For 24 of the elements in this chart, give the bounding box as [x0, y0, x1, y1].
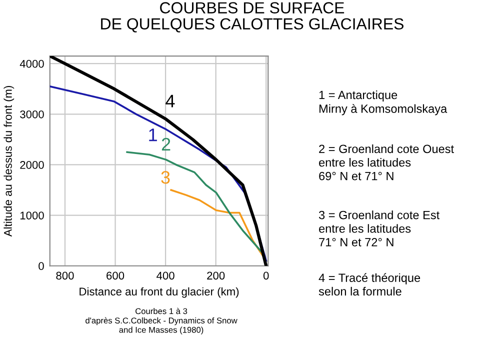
series-label: 3	[161, 170, 170, 184]
x-tick-label: 600	[106, 272, 124, 280]
text: 4 = Tracé théorique selon la formule	[318, 273, 420, 296]
y-axis-title: Altitude au dessus du front (m)	[4, 86, 14, 237]
text: 3 = Groenland cote Est entre les latitudes 71° N et 72° N	[318, 210, 440, 246]
y-tick-label: 2000	[20, 161, 44, 169]
series-label: 1	[149, 128, 157, 142]
y-tick-label: 4000	[20, 60, 44, 68]
chart-title: COURBES DE SURFACE DE QUELQUES CALOTTES GLACIAIRES	[101, 2, 404, 32]
series-label: 2	[162, 138, 170, 150]
x-axis-title: Distance au front du glacier (km)	[80, 287, 239, 298]
y-tick-label: 0	[38, 262, 44, 270]
text: 1 = Antarctique Mirny à Komsomolskaya	[319, 90, 448, 116]
line-series	[126, 151, 268, 262]
x-tick-label: 200	[207, 272, 225, 280]
text: 2 = Groenland cote Ouest entre les latitudes 69° N et 71° N	[319, 144, 454, 180]
x-tick-label: 0	[263, 272, 269, 280]
x-tick-label: 800	[56, 272, 74, 280]
series-label: 4	[166, 94, 175, 108]
y-tick-label: 1000	[20, 212, 44, 220]
line-series	[50, 56, 268, 266]
text: Courbes 1 à 3 d'après S.C.Colbeck - Dynamics of Snow and Ice Masses (1980)	[86, 308, 238, 334]
y-tick-label: 3000	[20, 110, 44, 118]
x-tick-label: 400	[156, 272, 174, 280]
